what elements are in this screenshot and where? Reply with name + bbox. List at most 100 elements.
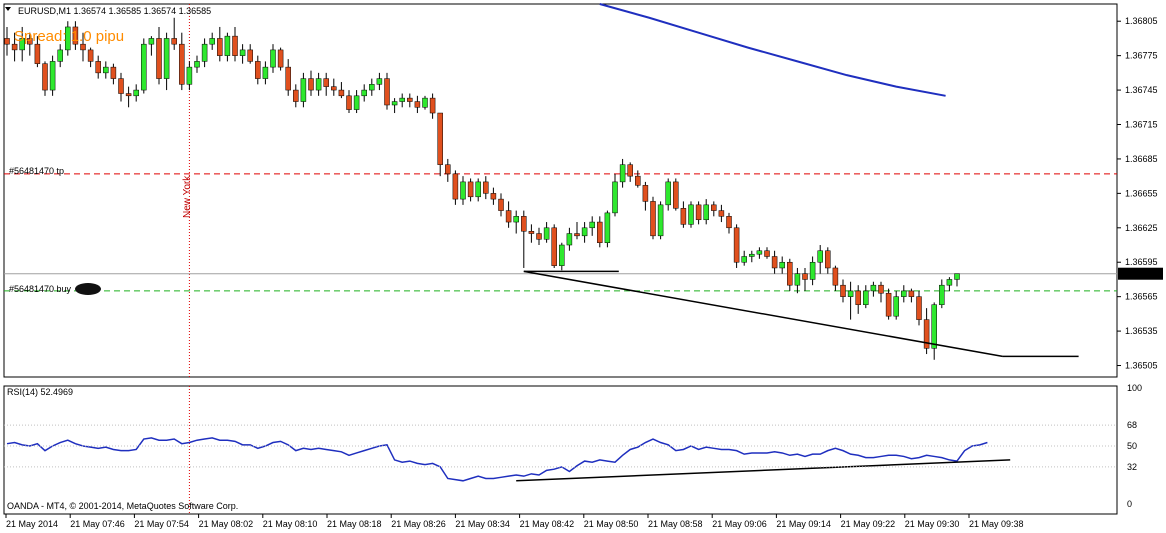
candle-body	[217, 38, 223, 56]
candle-body	[939, 284, 945, 305]
candle-body	[673, 181, 679, 209]
candle-body	[209, 38, 215, 45]
candle-body	[688, 204, 694, 225]
session-label: New York	[182, 175, 193, 218]
price-trendline	[523, 270, 1003, 358]
candle-body	[65, 26, 71, 51]
candle-body	[414, 101, 421, 108]
candle-body	[908, 290, 915, 297]
candle-body	[323, 78, 329, 87]
rsi-axis-label: 100	[1127, 383, 1142, 393]
x-tick-label: 21 May 09:14	[776, 519, 831, 529]
candle-body	[612, 181, 618, 214]
candle-body	[376, 78, 383, 85]
candle-body	[72, 26, 79, 45]
y-tick-label: 1.36595	[1125, 257, 1158, 267]
candle-body	[80, 43, 86, 51]
candle-body	[741, 256, 747, 263]
candle-body	[619, 164, 626, 183]
candle-body	[551, 227, 557, 266]
candle-body	[825, 250, 831, 269]
price-tag-bg	[1118, 267, 1163, 280]
candle-body	[855, 290, 861, 305]
candle-body	[513, 216, 519, 223]
x-tick-label: 21 May 08:42	[520, 519, 575, 529]
candle-body	[163, 38, 170, 79]
candle-body	[224, 35, 231, 56]
candle-body	[95, 61, 101, 74]
candle-body	[467, 181, 474, 198]
candle-body	[331, 86, 337, 91]
x-tick-label: 21 May 09:06	[712, 519, 767, 529]
candle-body	[270, 49, 276, 68]
symbol-info: EURUSD,M1 1.36574 1.36585 1.36574 1.3658…	[18, 6, 211, 16]
candle-body	[437, 112, 443, 165]
candle-body	[277, 49, 284, 68]
candle-body	[794, 273, 801, 286]
candle-body	[308, 78, 314, 91]
candle-body	[574, 233, 580, 237]
candle-body	[604, 212, 611, 243]
candle-body	[384, 78, 390, 106]
candle-body	[4, 38, 10, 45]
candle-body	[802, 273, 808, 280]
candle-body	[680, 208, 687, 225]
x-tick-label: 21 May 07:46	[70, 519, 125, 529]
candle-body	[581, 227, 588, 237]
candle-body	[657, 204, 664, 237]
candle-body	[787, 261, 793, 286]
candle-body	[559, 244, 565, 266]
candle-body	[133, 89, 139, 97]
candle-body	[901, 290, 907, 297]
x-tick-label: 21 May 09:38	[969, 519, 1024, 529]
spread-text: Spread: 1.0 pipu	[14, 28, 124, 45]
y-tick-label: 1.36625	[1125, 223, 1158, 233]
candle-body	[110, 66, 117, 79]
x-tick-label: 21 May 09:22	[841, 519, 896, 529]
rsi-label: RSI(14) 52.4969	[7, 387, 73, 397]
candle-body	[893, 296, 899, 317]
candle-body	[422, 97, 428, 108]
candle-body	[490, 193, 497, 200]
candle-body	[870, 284, 877, 292]
rsi-axis-label: 0	[1127, 499, 1132, 509]
redaction-blob	[75, 283, 101, 295]
candle-body	[262, 66, 269, 79]
candle-body	[49, 61, 56, 91]
candle-body	[566, 233, 573, 246]
candle-body	[429, 97, 436, 114]
candle-body	[809, 261, 816, 280]
candle-body	[718, 210, 725, 217]
candle-body	[338, 89, 345, 97]
candle-body	[171, 38, 177, 45]
candle-body	[293, 89, 299, 102]
candle-body	[186, 66, 193, 85]
tp-label: #56481470 tp	[9, 166, 64, 176]
buy-label: #56481470 buy	[9, 284, 72, 294]
candle-body	[642, 185, 649, 202]
x-tick-label: 21 May 08:02	[199, 519, 254, 529]
rsi-axis-label: 32	[1127, 462, 1137, 472]
candle-body	[665, 181, 671, 206]
candle-body	[247, 49, 253, 62]
candle-body	[498, 198, 504, 211]
y-tick-label: 1.36685	[1125, 154, 1158, 164]
candle-body	[399, 97, 405, 102]
candle-body	[650, 201, 656, 237]
candle-body	[300, 78, 307, 102]
x-tick-label: 21 May 08:58	[648, 519, 703, 529]
y-tick-label: 1.36505	[1125, 361, 1158, 371]
candle-body	[125, 93, 132, 97]
candle-body	[239, 49, 246, 56]
candle-body	[255, 61, 261, 79]
candle-body	[863, 290, 869, 305]
y-tick-label: 1.36745	[1125, 85, 1158, 95]
candle-body	[42, 63, 48, 91]
candle-body	[369, 84, 375, 91]
candle-body	[179, 43, 185, 85]
x-tick-label: 21 May 07:54	[134, 519, 189, 529]
candle-body	[703, 204, 709, 221]
collapse-arrow-icon[interactable]	[5, 7, 11, 11]
candle-body	[103, 66, 109, 74]
